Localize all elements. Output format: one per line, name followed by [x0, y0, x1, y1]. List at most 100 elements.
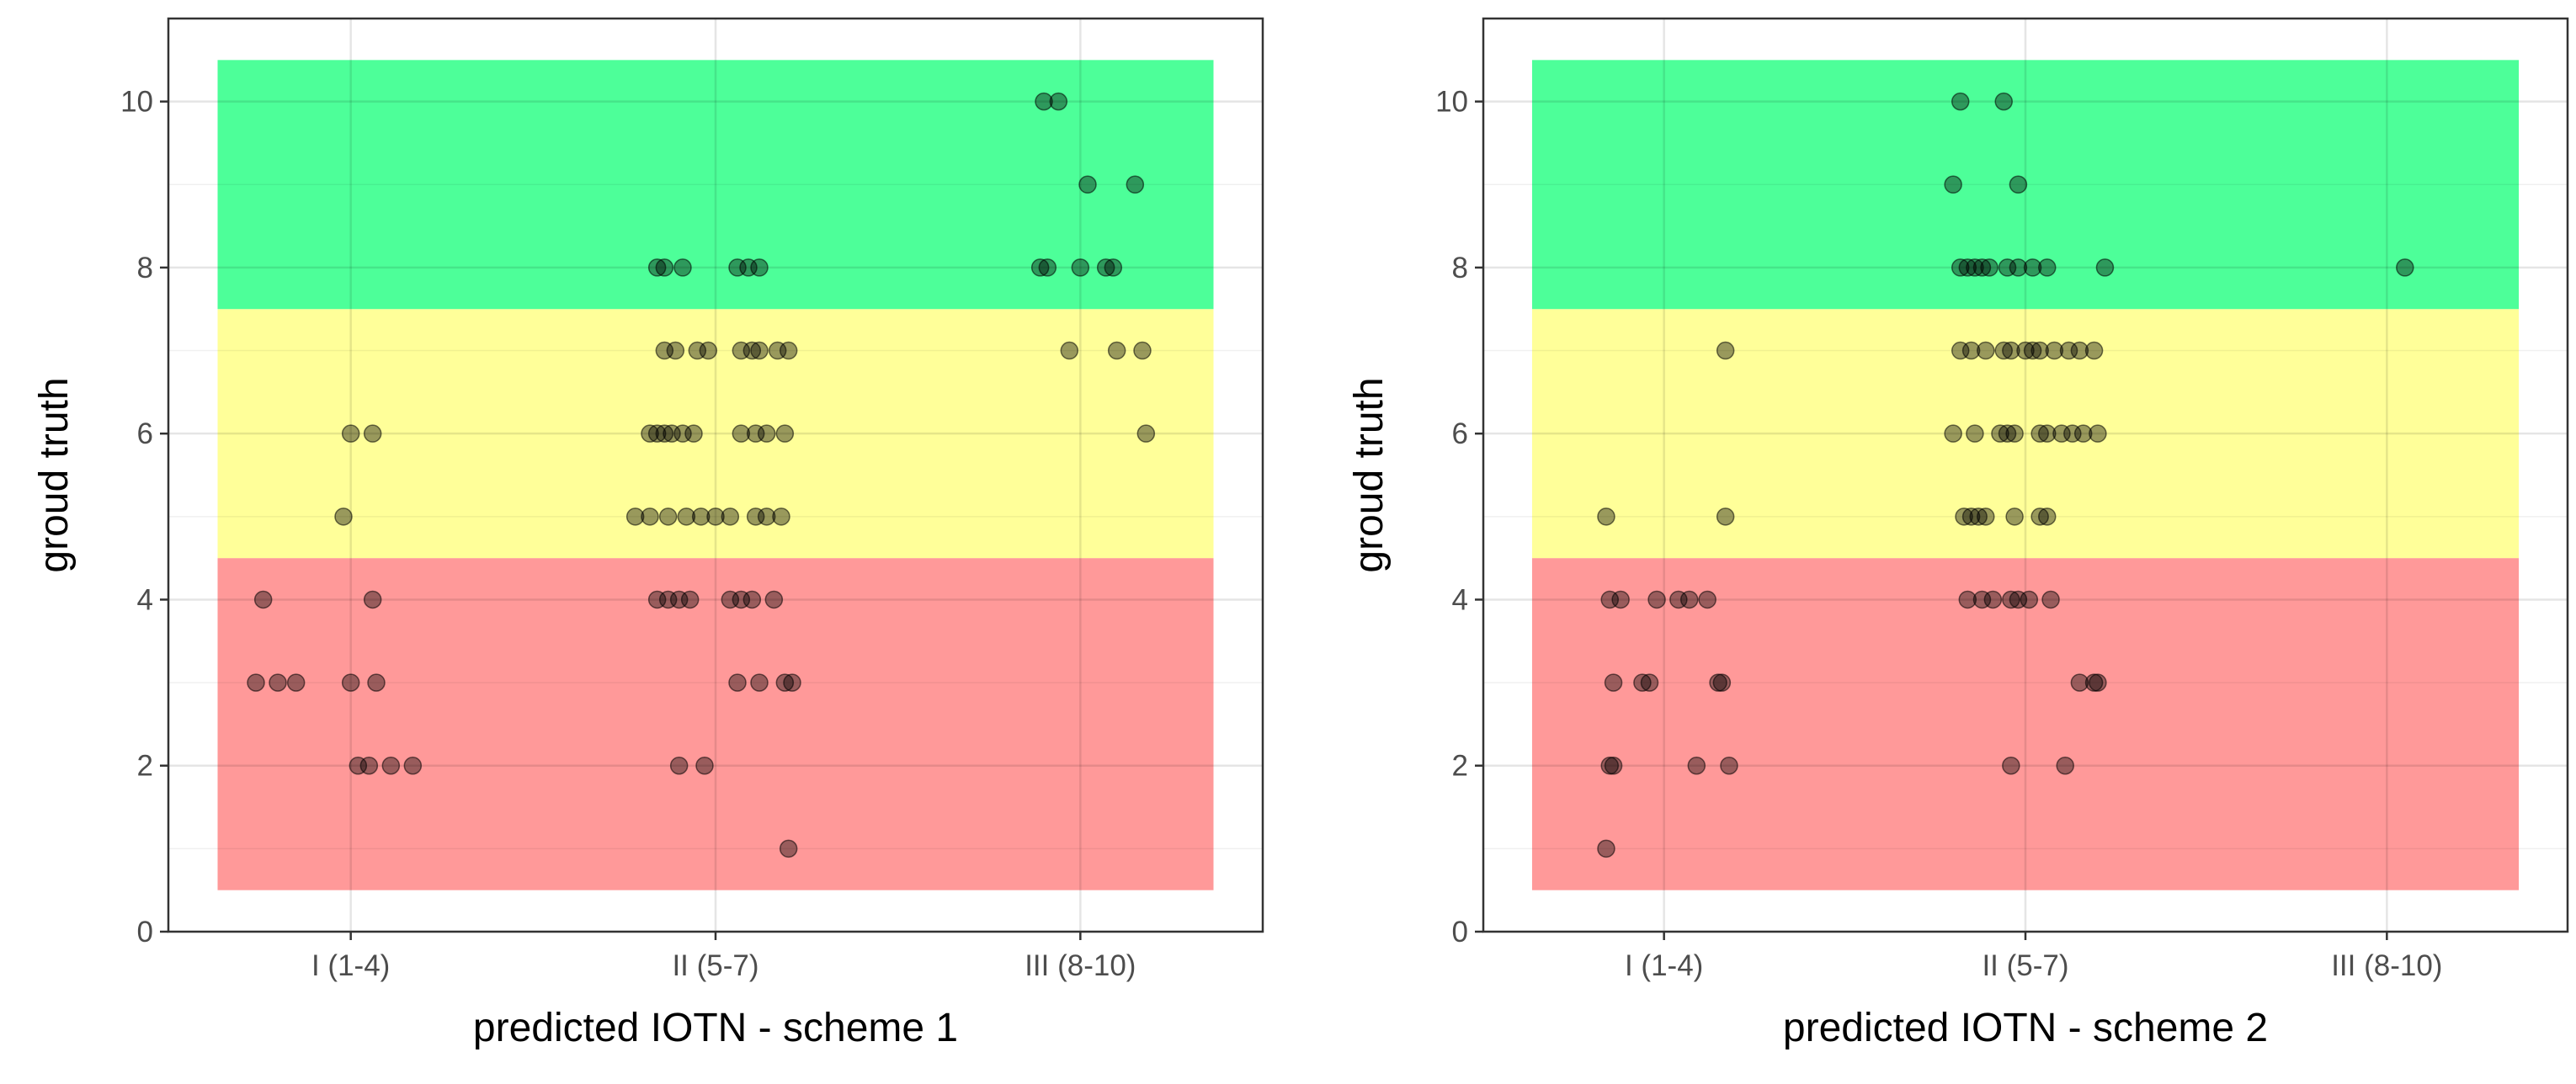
- y-tick-label: 4: [1452, 583, 1468, 616]
- data-point: [2020, 590, 2039, 609]
- data-point: [1966, 258, 1984, 277]
- data-point: [1716, 507, 1735, 526]
- data-point: [706, 507, 725, 526]
- band-1: [217, 309, 1214, 559]
- y-tick-label: 4: [137, 583, 153, 616]
- data-point: [1944, 175, 1962, 194]
- data-point: [363, 424, 382, 443]
- data-point: [1035, 92, 1053, 111]
- panel-scheme-2: 0 2 4 6 8 10 I (1-4) II (5-7) III (8-10) predicte…: [1347, 17, 2569, 1050]
- data-point: [403, 756, 423, 775]
- data-point: [764, 590, 784, 609]
- data-point: [695, 756, 714, 775]
- x-tick-label: I (1-4): [1625, 949, 1703, 982]
- data-point: [367, 673, 386, 692]
- data-point: [1958, 590, 1977, 609]
- data-point: [2005, 507, 2024, 526]
- data-point: [1597, 507, 1615, 526]
- data-point: [1991, 424, 2009, 443]
- data-point: [341, 673, 360, 692]
- data-point: [2056, 756, 2074, 775]
- data-point: [2030, 507, 2049, 526]
- data-point: [641, 507, 659, 526]
- data-point: [1961, 507, 1981, 526]
- panel-scheme-1: 0 2 4 6 8 10 I (1-4) II (5-7) III (8-10) predicte…: [32, 17, 1264, 1050]
- x-axis-title: predicted IOTN - scheme 2: [1783, 1006, 2268, 1050]
- data-point: [699, 341, 718, 360]
- data-point: [772, 507, 790, 526]
- data-point: [2009, 175, 2028, 194]
- data-point: [1060, 341, 1079, 360]
- data-point: [2016, 341, 2035, 360]
- data-point: [1633, 673, 1652, 692]
- x-tick-label: II (5-7): [672, 949, 758, 982]
- y-tick-label: 10: [120, 86, 153, 119]
- data-point: [2023, 258, 2042, 277]
- data-point: [669, 756, 689, 775]
- data-point: [2002, 341, 2020, 360]
- y-tick-label: 2: [1452, 750, 1468, 783]
- data-point: [1611, 590, 1630, 609]
- data-point: [1096, 258, 1115, 277]
- data-point: [1698, 590, 1716, 609]
- y-tick-label: 8: [137, 252, 153, 284]
- data-point: [286, 673, 306, 692]
- y-tick-label: 0: [1452, 916, 1468, 948]
- x-tick-label: I (1-4): [311, 949, 390, 982]
- data-point: [1133, 341, 1152, 360]
- data-point: [2002, 590, 2020, 609]
- data-point: [1958, 258, 1977, 277]
- data-point: [732, 424, 751, 443]
- data-point: [2002, 756, 2020, 775]
- data-point: [673, 258, 692, 277]
- y-tick-label: 2: [137, 750, 153, 783]
- data-point: [2005, 424, 2024, 443]
- data-point: [2041, 590, 2060, 609]
- data-point: [779, 341, 798, 360]
- y-axis-title: groud truth: [32, 377, 77, 572]
- data-point: [1716, 341, 1735, 360]
- data-point: [775, 673, 795, 692]
- data-point: [775, 424, 795, 443]
- data-point: [2396, 258, 2414, 277]
- data-point: [641, 424, 659, 443]
- data-point: [1720, 756, 1738, 775]
- data-point: [1078, 175, 1097, 194]
- data-point: [691, 507, 711, 526]
- data-point: [742, 590, 762, 609]
- y-tick-label: 6: [137, 417, 153, 450]
- data-point: [647, 258, 667, 277]
- data-point: [655, 424, 674, 443]
- data-point: [655, 258, 674, 277]
- data-point: [2070, 341, 2089, 360]
- data-point: [677, 507, 696, 526]
- data-point: [2038, 258, 2057, 277]
- band-2: [1531, 60, 2520, 310]
- data-point: [750, 673, 769, 692]
- data-point: [1136, 424, 1156, 443]
- y-axis-title: groud truth: [1347, 377, 1392, 572]
- data-point: [2030, 341, 2049, 360]
- data-point: [1604, 756, 1623, 775]
- data-point: [2023, 341, 2042, 360]
- band-1: [1531, 309, 2520, 559]
- data-point: [1977, 341, 1995, 360]
- data-point: [2070, 673, 2089, 692]
- data-point: [1961, 341, 1981, 360]
- data-point: [1687, 756, 1706, 775]
- data-point: [253, 590, 273, 609]
- data-point: [1951, 258, 1970, 277]
- data-point: [680, 590, 700, 609]
- data-point: [1104, 258, 1123, 277]
- x-tick-label: III (8-10): [1025, 949, 1136, 982]
- data-point: [728, 673, 747, 692]
- data-point: [684, 424, 703, 443]
- y-tick-label: 6: [1452, 417, 1468, 450]
- x-axis-title: predicted IOTN - scheme 1: [473, 1006, 958, 1050]
- data-point: [1712, 673, 1732, 692]
- data-point: [666, 341, 685, 360]
- data-point: [2030, 424, 2049, 443]
- data-point: [363, 590, 382, 609]
- data-point: [2038, 507, 2057, 526]
